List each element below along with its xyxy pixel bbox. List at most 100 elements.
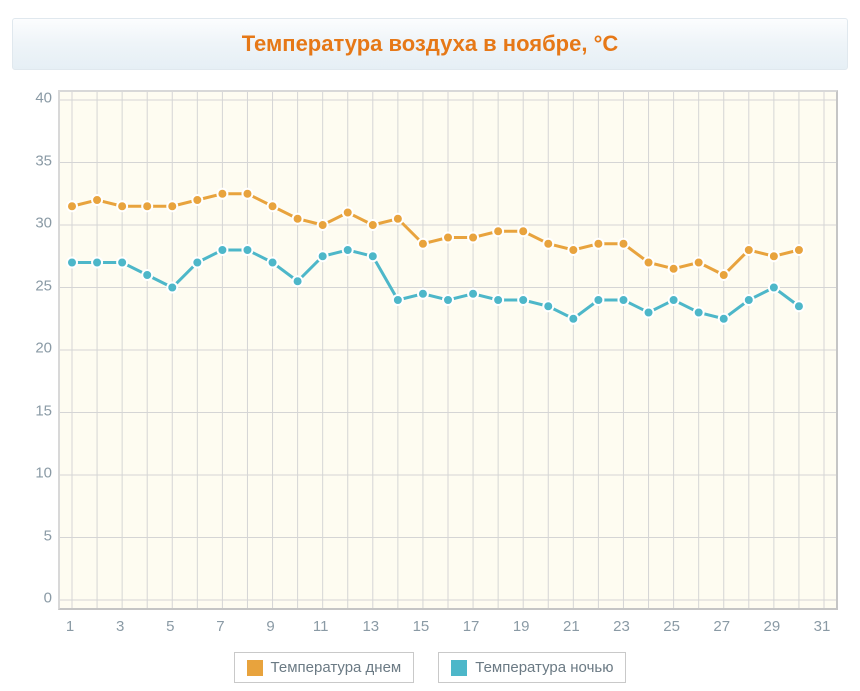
series-marker-night xyxy=(217,245,227,255)
legend-item-night: Температура ночью xyxy=(438,652,626,683)
legend-swatch-night xyxy=(451,660,467,676)
series-marker-night xyxy=(644,308,654,318)
series-marker-day xyxy=(92,195,102,205)
series-marker-day xyxy=(67,201,77,211)
series-marker-day xyxy=(268,201,278,211)
series-marker-night xyxy=(117,258,127,268)
chart-legend: Температура днем Температура ночью xyxy=(12,652,848,683)
series-marker-day xyxy=(293,214,303,224)
series-marker-day xyxy=(142,201,152,211)
x-tick-label: 5 xyxy=(166,618,174,635)
legend-swatch-day xyxy=(247,660,263,676)
series-marker-day xyxy=(669,264,679,274)
series-marker-night xyxy=(142,270,152,280)
series-marker-day xyxy=(644,258,654,268)
series-marker-day xyxy=(393,214,403,224)
series-marker-day xyxy=(719,270,729,280)
series-marker-night xyxy=(368,251,378,261)
series-marker-night xyxy=(794,301,804,311)
series-marker-night xyxy=(92,258,102,268)
x-axis: 135791113151719212325272931 xyxy=(58,614,838,638)
x-tick-label: 3 xyxy=(116,618,124,635)
chart-grid xyxy=(60,92,836,608)
series-marker-night xyxy=(293,276,303,286)
x-tick-label: 19 xyxy=(513,618,530,635)
series-marker-night xyxy=(593,295,603,305)
series-marker-night xyxy=(443,295,453,305)
legend-item-day: Температура днем xyxy=(234,652,415,683)
series-marker-night xyxy=(543,301,553,311)
series-marker-day xyxy=(794,245,804,255)
series-marker-night xyxy=(67,258,77,268)
y-tick-label: 15 xyxy=(35,402,52,419)
chart-title: Температура воздуха в ноябре, °C xyxy=(242,31,619,57)
series-marker-night xyxy=(618,295,628,305)
chart-title-bar: Температура воздуха в ноябре, °C xyxy=(12,18,848,70)
series-marker-night xyxy=(318,251,328,261)
series-marker-day xyxy=(568,245,578,255)
y-tick-label: 40 xyxy=(35,90,52,107)
series-marker-night xyxy=(393,295,403,305)
series-marker-day xyxy=(518,226,528,236)
x-tick-label: 13 xyxy=(362,618,379,635)
series-marker-day xyxy=(769,251,779,261)
x-tick-label: 11 xyxy=(313,618,329,635)
series-marker-night xyxy=(167,283,177,293)
y-tick-label: 25 xyxy=(35,277,52,294)
series-marker-night xyxy=(769,283,779,293)
series-marker-day xyxy=(744,245,754,255)
series-line-night xyxy=(72,250,799,319)
y-tick-label: 35 xyxy=(35,152,52,169)
series-marker-night xyxy=(744,295,754,305)
series-marker-night xyxy=(719,314,729,324)
series-marker-night xyxy=(493,295,503,305)
series-marker-day xyxy=(593,239,603,249)
x-tick-label: 23 xyxy=(613,618,630,635)
series-marker-night xyxy=(518,295,528,305)
chart-series xyxy=(67,189,804,324)
series-marker-night xyxy=(343,245,353,255)
x-tick-label: 25 xyxy=(663,618,680,635)
chart-plot-area xyxy=(58,90,838,610)
y-axis: 0 5 10 15 20 25 30 35 40 xyxy=(12,90,58,610)
y-tick-label: 20 xyxy=(35,340,52,357)
series-marker-night xyxy=(669,295,679,305)
series-marker-day xyxy=(543,239,553,249)
series-marker-day xyxy=(117,201,127,211)
series-marker-day xyxy=(618,239,628,249)
x-tick-label: 15 xyxy=(413,618,430,635)
x-tick-label: 9 xyxy=(266,618,274,635)
series-marker-day xyxy=(167,201,177,211)
y-tick-label: 0 xyxy=(44,590,52,607)
x-tick-label: 7 xyxy=(216,618,224,635)
x-tick-label: 17 xyxy=(463,618,480,635)
series-marker-day xyxy=(468,233,478,243)
x-tick-label: 29 xyxy=(764,618,781,635)
series-marker-day xyxy=(694,258,704,268)
y-tick-label: 10 xyxy=(35,465,52,482)
series-marker-day xyxy=(192,195,202,205)
series-marker-night xyxy=(192,258,202,268)
series-marker-day xyxy=(443,233,453,243)
y-tick-label: 5 xyxy=(44,527,52,544)
series-marker-day xyxy=(493,226,503,236)
x-tick-label: 31 xyxy=(814,618,831,635)
series-marker-night xyxy=(468,289,478,299)
series-marker-night xyxy=(242,245,252,255)
y-tick-label: 30 xyxy=(35,215,52,232)
series-marker-day xyxy=(418,239,428,249)
series-line-day xyxy=(72,194,799,275)
series-marker-night xyxy=(418,289,428,299)
series-marker-day xyxy=(343,208,353,218)
series-marker-day xyxy=(217,189,227,199)
chart-svg xyxy=(60,92,836,608)
series-marker-night xyxy=(568,314,578,324)
x-tick-label: 21 xyxy=(563,618,580,635)
legend-label-day: Температура днем xyxy=(271,659,402,676)
series-marker-night xyxy=(268,258,278,268)
legend-label-night: Температура ночью xyxy=(475,659,613,676)
series-marker-night xyxy=(694,308,704,318)
x-tick-label: 1 xyxy=(66,618,74,635)
series-marker-day xyxy=(242,189,252,199)
x-tick-label: 27 xyxy=(713,618,730,635)
